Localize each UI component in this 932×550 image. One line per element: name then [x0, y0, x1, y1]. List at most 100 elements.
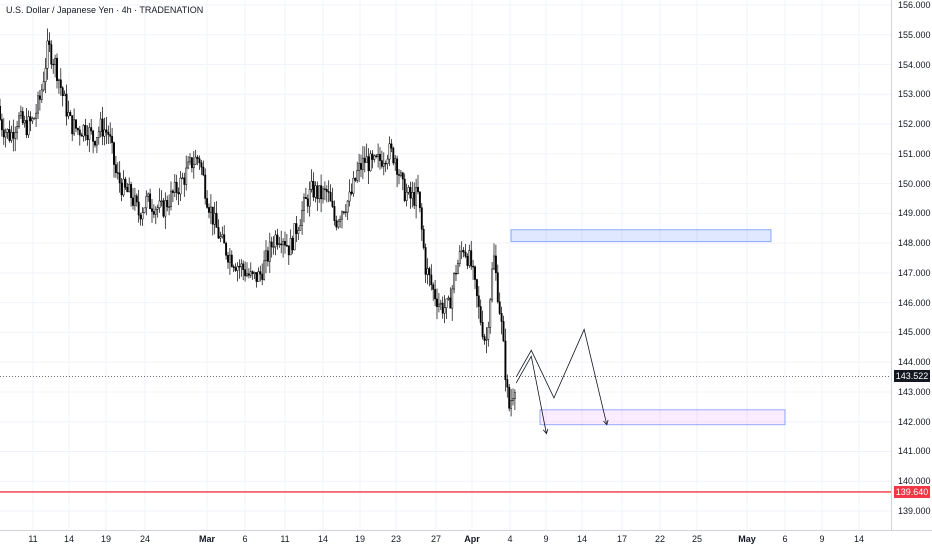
candle-body: [54, 58, 57, 65]
candle-body: [149, 193, 152, 209]
candle-body: [124, 178, 127, 188]
candle-body: [86, 135, 89, 140]
candle-body: [122, 178, 125, 196]
candle-body: [33, 118, 36, 120]
candle-body: [14, 132, 17, 139]
candle-body: [179, 177, 182, 195]
candle-body: [502, 321, 505, 342]
date-tick-label: 27: [430, 534, 442, 544]
candle-body: [441, 302, 444, 314]
candle-body: [168, 206, 171, 208]
candle-body: [439, 302, 442, 305]
candle-body: [52, 63, 55, 66]
price-levels: [0, 376, 891, 493]
candle-body: [162, 200, 165, 217]
candle-body: [63, 93, 66, 96]
candle-body: [92, 130, 95, 142]
candle-body: [392, 147, 395, 164]
candle-body: [78, 129, 81, 136]
demand-zone: [539, 409, 786, 426]
candle-body: [323, 188, 326, 190]
candle-body: [37, 95, 39, 114]
candle-body: [103, 129, 106, 137]
candle-body: [118, 172, 121, 184]
candle-body: [331, 200, 334, 207]
price-tick-label: 141.000: [898, 446, 931, 457]
candle-body: [474, 266, 476, 280]
candle-body: [19, 111, 22, 117]
candle-body: [449, 297, 452, 309]
candle-body: [432, 284, 435, 290]
candle-body: [139, 214, 142, 220]
candle-body: [350, 191, 353, 194]
candle-body: [456, 263, 459, 274]
candle-body: [489, 299, 492, 328]
candle-body: [508, 386, 511, 409]
date-tick-label: 14: [576, 534, 588, 544]
current-price-badge: 143.522: [894, 370, 930, 383]
candle-body: [223, 234, 226, 244]
candle-body: [253, 272, 256, 275]
candle-body: [152, 211, 155, 215]
candle-body: [101, 118, 104, 137]
candle-body: [493, 255, 495, 270]
candle-body: [443, 307, 446, 314]
candle-body: [284, 241, 286, 246]
candle-body: [240, 263, 243, 268]
candle-body: [232, 266, 235, 268]
supply-zone: [510, 229, 772, 243]
chart-title: U.S. Dollar / Japanese Yen · 4h · TRADEN…: [6, 5, 204, 15]
candle-body: [105, 129, 108, 133]
price-tick-label: 145.000: [898, 327, 931, 338]
candle-body: [270, 241, 273, 248]
date-tick-label: 11: [28, 534, 38, 544]
candle-body: [88, 127, 91, 140]
candle-body: [485, 339, 488, 341]
candle-body: [405, 191, 408, 201]
candle-body: [249, 271, 252, 276]
candle-body: [314, 185, 317, 198]
candle-body: [360, 163, 362, 170]
candle-body: [479, 306, 482, 323]
zones: [510, 229, 786, 426]
candle-body: [211, 206, 214, 225]
candle-body: [2, 129, 5, 138]
candle-body: [225, 242, 228, 256]
candle-body: [94, 141, 96, 146]
candle-body: [268, 241, 271, 262]
candle-body: [40, 89, 43, 100]
candle-body: [333, 206, 336, 221]
candle-body: [147, 193, 150, 197]
candle-body: [301, 210, 304, 226]
candle-body: [238, 266, 241, 268]
candle-body: [27, 116, 30, 136]
candle-body: [428, 268, 431, 276]
candle-body: [365, 156, 368, 163]
candle-body: [367, 156, 370, 172]
candle-body: [390, 143, 393, 149]
date-tick-label: Mar: [198, 534, 216, 544]
candle-body: [472, 265, 475, 268]
candle-body: [151, 208, 153, 212]
candle-body: [491, 268, 494, 301]
candle-body: [114, 164, 117, 173]
candle-body: [57, 79, 60, 81]
candle-body: [120, 182, 123, 196]
candle-body: [280, 243, 283, 246]
candle-body: [470, 250, 473, 267]
candle-body: [76, 128, 79, 131]
candle-body: [181, 177, 184, 179]
candle-body: [418, 191, 421, 208]
candle-body: [209, 206, 212, 213]
date-tick-label: 19: [354, 534, 366, 544]
candle-body: [417, 187, 419, 193]
candle-body: [354, 177, 357, 181]
candle-body: [99, 118, 102, 132]
date-tick-label: 14: [317, 534, 329, 544]
candle-body: [316, 185, 319, 199]
candle-body: [42, 81, 45, 91]
price-tick-label: 152.000: [898, 119, 931, 130]
candle-body: [399, 172, 402, 176]
candle-body: [409, 187, 412, 199]
